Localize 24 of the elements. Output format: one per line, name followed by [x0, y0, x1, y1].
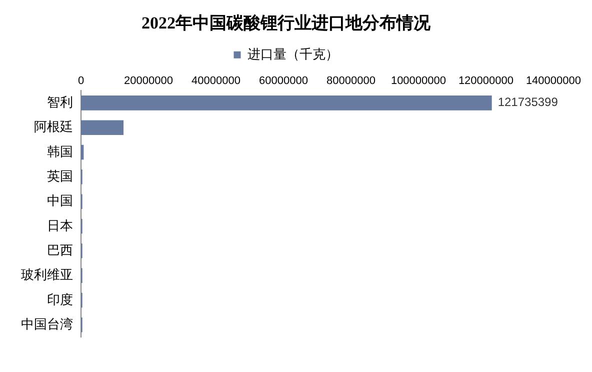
x-tick-label: 20000000	[124, 75, 173, 88]
y-tick-label: 日本	[47, 218, 73, 233]
bar	[81, 120, 124, 135]
y-tick-label: 玻利维亚	[21, 267, 73, 282]
bar	[81, 96, 492, 110]
x-tick-label: 100000000	[390, 75, 446, 88]
x-tick-label: 40000000	[192, 75, 240, 88]
y-tick-label: 韩国	[47, 144, 73, 159]
y-tick-label: 中国	[47, 193, 73, 208]
x-tick-label: 120000000	[458, 75, 514, 88]
data-label: 121735399	[498, 95, 558, 110]
x-tick-label: 60000000	[259, 75, 308, 88]
y-tick-label: 英国	[47, 168, 73, 184]
x-tick-label: 0	[78, 75, 84, 88]
y-tick-label: 印度	[47, 292, 73, 307]
chart-title: 2022年中国碳酸锂行业进口地分布情况	[142, 14, 432, 33]
legend-label: 进口量（千克）	[247, 46, 338, 62]
y-tick-label: 阿根廷	[34, 119, 73, 134]
bar	[81, 144, 84, 160]
x-tick-label: 80000000	[326, 75, 376, 88]
x-tick-label: 140000000	[526, 75, 581, 88]
y-tick-label: 巴西	[47, 242, 73, 258]
y-tick-label: 中国台湾	[21, 316, 73, 332]
y-tick-label: 智利	[47, 94, 73, 110]
